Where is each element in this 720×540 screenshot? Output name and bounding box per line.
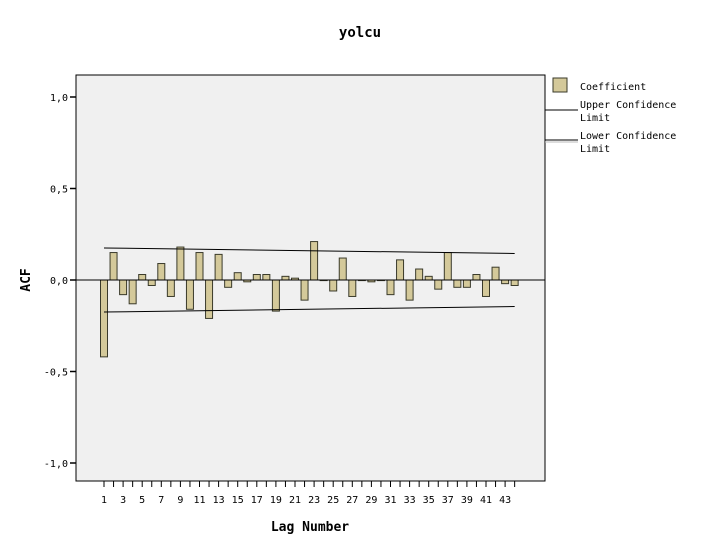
- acf-bar-lag-8: [166, 279, 175, 297]
- x-tick-label: 25: [327, 495, 339, 506]
- y-tick-label: 1,0: [50, 93, 68, 104]
- acf-bar-lag-26: [338, 257, 347, 281]
- acf-bar-lag-39: [462, 279, 471, 288]
- acf-bar-lag-25: [329, 279, 338, 292]
- acf-bar-lag-35: [424, 275, 433, 281]
- confidence-limits: [103, 247, 515, 313]
- y-tick-label: 0,0: [50, 276, 68, 287]
- legend-label-lower-1: Lower Confidence: [580, 131, 676, 142]
- acf-bar-lag-18: [262, 274, 271, 281]
- x-tick-label: 33: [404, 495, 416, 506]
- acf-bar-lag-1: [100, 279, 108, 358]
- acf-bar-lag-32: [396, 259, 405, 281]
- acf-bar-lag-43: [501, 279, 510, 285]
- upper-confidence-line: [103, 247, 515, 254]
- x-tick-label: 31: [384, 495, 396, 506]
- acf-bar-lag-41: [482, 279, 490, 297]
- acf-bar-lag-20: [281, 275, 290, 281]
- x-tick-label: 17: [251, 495, 263, 506]
- x-tick-label: 21: [289, 495, 301, 506]
- y-axis-title: ACF: [19, 268, 34, 292]
- legend-swatch-coefficient: [552, 77, 568, 93]
- x-tick-label: 35: [423, 495, 435, 506]
- x-tick-label: 15: [232, 495, 244, 506]
- acf-bar-lag-40: [472, 274, 481, 281]
- x-tick-label: 27: [346, 495, 358, 506]
- acf-bar-lag-7: [157, 263, 166, 281]
- x-tick-label: 9: [177, 495, 183, 506]
- x-tick-label: 29: [365, 495, 377, 506]
- x-tick-label: 41: [480, 495, 492, 506]
- x-tick-label: 5: [139, 495, 145, 506]
- x-tick-label: 23: [308, 495, 320, 506]
- lower-confidence-line: [103, 306, 515, 313]
- acf-bar-lag-12: [205, 279, 214, 319]
- x-tick-label: 7: [158, 495, 164, 506]
- acf-bar-lag-15: [233, 272, 242, 281]
- acf-bar-lag-23: [310, 241, 319, 281]
- y-tick-label: -0,5: [44, 368, 68, 379]
- acf-bar-lag-19: [271, 279, 280, 312]
- x-tick-label: 3: [120, 495, 126, 506]
- acf-bar-lag-34: [415, 268, 424, 281]
- acf-bar-lag-38: [453, 279, 462, 288]
- acf-bar-lag-9: [176, 246, 185, 281]
- legend: Coefficient Upper Confidence Limit Lower…: [545, 77, 676, 155]
- acf-bar-lag-2: [109, 252, 118, 281]
- acf-bar-lag-36: [434, 279, 443, 290]
- acf-bar-lag-5: [138, 274, 147, 281]
- x-tick-label: 13: [213, 495, 225, 506]
- acf-bar-lag-31: [386, 279, 395, 296]
- x-axis-title: Lag Number: [271, 520, 349, 535]
- x-tick-label: 11: [193, 495, 205, 506]
- acf-bar-lag-22: [300, 279, 309, 301]
- acf-bar-lag-13: [214, 253, 223, 281]
- y-tick-label: 0,5: [50, 185, 68, 196]
- acf-bar-lag-6: [147, 279, 156, 286]
- acf-bar-lag-17: [252, 274, 261, 281]
- acf-bar-lag-11: [195, 252, 204, 281]
- legend-label-upper-2: Limit: [580, 113, 610, 124]
- x-tick-label: 19: [270, 495, 282, 506]
- acf-bar-lag-37: [443, 252, 452, 281]
- x-tick-label: 39: [461, 495, 473, 506]
- y-axis: 1,0 0,5 0,0 -0,5 -1,0: [44, 93, 76, 470]
- acf-bar-lag-27: [348, 279, 357, 297]
- x-tick-label: 1: [101, 495, 107, 506]
- acf-bar-lag-33: [405, 279, 414, 301]
- legend-label-upper-1: Upper Confidence: [580, 100, 676, 111]
- acf-bar-lag-44: [510, 279, 519, 286]
- legend-label-lower-2: Limit: [580, 144, 610, 155]
- x-axis: 1 3 5 7 9 11 13 15 17 19 21 23 25 27 29 31 33 35 37 39 41 43: [101, 481, 516, 506]
- x-tick-label: 43: [499, 495, 511, 506]
- y-tick-label: -1,0: [44, 459, 68, 470]
- acf-bar-lag-42: [491, 266, 500, 281]
- legend-label-coefficient: Coefficient: [580, 82, 646, 93]
- chart-title: yolcu: [339, 25, 381, 41]
- acf-bar-lag-10: [185, 279, 194, 310]
- acf-bar-lag-4: [128, 279, 137, 305]
- x-tick-label: 37: [442, 495, 454, 506]
- acf-bar-lag-3: [119, 279, 128, 296]
- acf-bar-lag-14: [224, 279, 233, 288]
